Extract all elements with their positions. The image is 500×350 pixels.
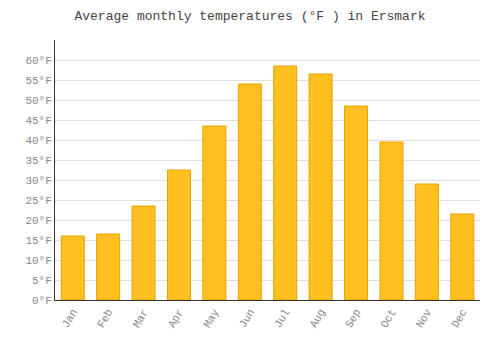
- svg-text:Mar: Mar: [131, 307, 151, 330]
- svg-text:20°F: 20°F: [25, 215, 51, 227]
- svg-text:Jul: Jul: [272, 307, 292, 330]
- svg-text:0°F: 0°F: [32, 295, 52, 307]
- svg-text:55°F: 55°F: [25, 75, 51, 87]
- svg-text:May: May: [201, 307, 221, 330]
- svg-text:40°F: 40°F: [25, 135, 51, 147]
- svg-text:50°F: 50°F: [25, 95, 51, 107]
- svg-text:Sep: Sep: [343, 307, 363, 330]
- svg-text:Dec: Dec: [449, 307, 469, 330]
- svg-text:45°F: 45°F: [25, 115, 51, 127]
- svg-text:Jan: Jan: [60, 307, 80, 330]
- svg-text:Feb: Feb: [95, 307, 115, 330]
- svg-text:Apr: Apr: [166, 307, 186, 330]
- svg-text:Oct: Oct: [379, 307, 399, 330]
- svg-text:15°F: 15°F: [25, 235, 51, 247]
- svg-text:Jun: Jun: [237, 307, 257, 330]
- svg-text:Average monthly temperatures (: Average monthly temperatures (°F ) in Er…: [74, 9, 425, 24]
- svg-text:60°F: 60°F: [25, 55, 51, 67]
- svg-text:25°F: 25°F: [25, 195, 51, 207]
- svg-text:Nov: Nov: [414, 307, 434, 330]
- svg-text:30°F: 30°F: [25, 175, 51, 187]
- svg-text:Aug: Aug: [308, 307, 328, 330]
- svg-text:5°F: 5°F: [32, 275, 52, 287]
- svg-text:10°F: 10°F: [25, 255, 51, 267]
- svg-text:35°F: 35°F: [25, 155, 51, 167]
